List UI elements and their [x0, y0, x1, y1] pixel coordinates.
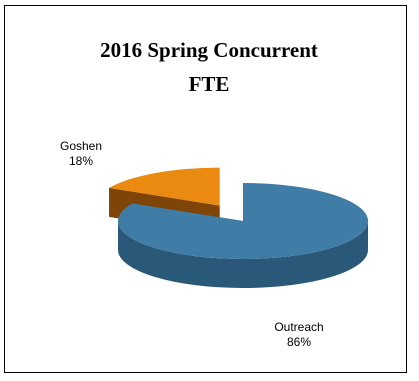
pie-chart: 2016 Spring Concurrent FTE Goshen 18% Ou…: [60, 38, 368, 349]
chart-title-line-2: FTE: [189, 72, 230, 96]
slice-label-goshen-name: Goshen: [60, 139, 102, 153]
pie-slices: [109, 167, 368, 288]
slice-outreach: [117, 183, 368, 259]
slice-label-goshen-pct: 18%: [69, 154, 93, 168]
chart-title-line-1: 2016 Spring Concurrent: [100, 38, 318, 62]
slice-goshen: [109, 167, 220, 206]
slice-label-outreach-name: Outreach: [274, 320, 323, 334]
chart-frame: 2016 Spring Concurrent FTE Goshen 18% Ou…: [4, 5, 407, 373]
slice-outreach-side-0: [118, 221, 368, 288]
slice-label-outreach-pct: 86%: [287, 335, 311, 349]
